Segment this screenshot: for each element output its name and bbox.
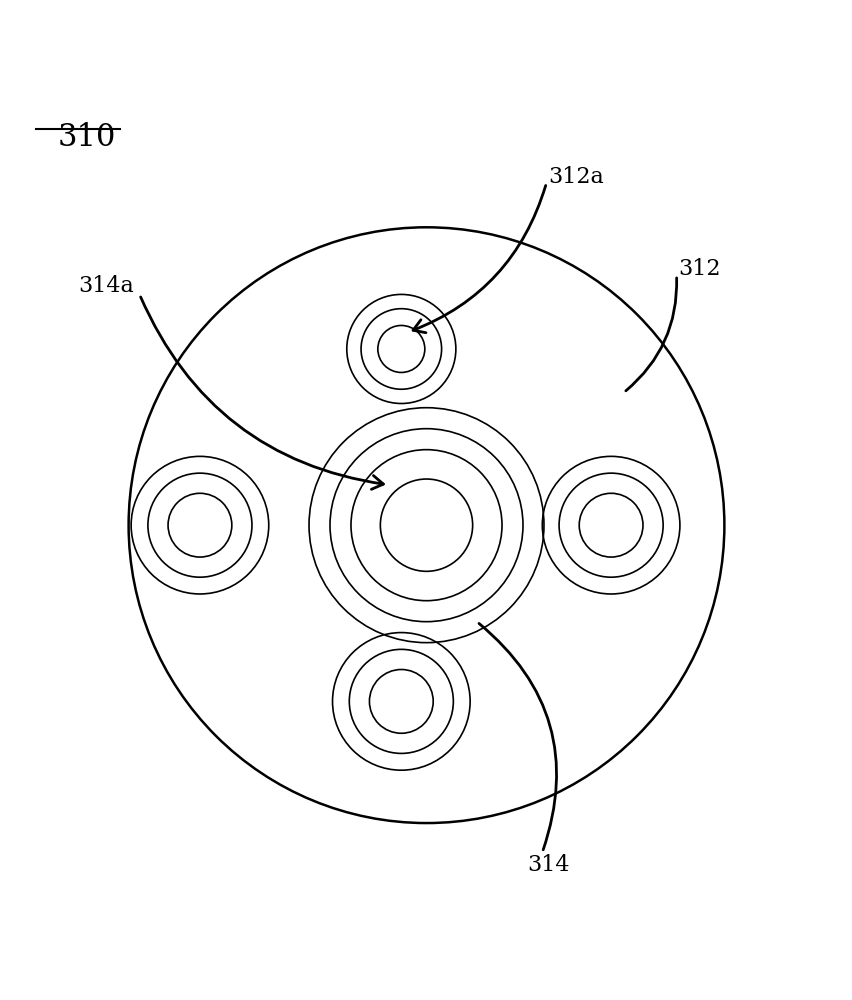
Text: 312: 312 bbox=[677, 258, 720, 280]
Text: 310: 310 bbox=[57, 122, 116, 153]
FancyArrowPatch shape bbox=[141, 297, 383, 489]
FancyArrowPatch shape bbox=[412, 185, 545, 333]
Text: 312a: 312a bbox=[548, 166, 603, 188]
Text: 314a: 314a bbox=[78, 275, 134, 297]
Text: 314: 314 bbox=[527, 854, 569, 876]
FancyArrowPatch shape bbox=[479, 623, 556, 850]
FancyArrowPatch shape bbox=[625, 278, 676, 391]
